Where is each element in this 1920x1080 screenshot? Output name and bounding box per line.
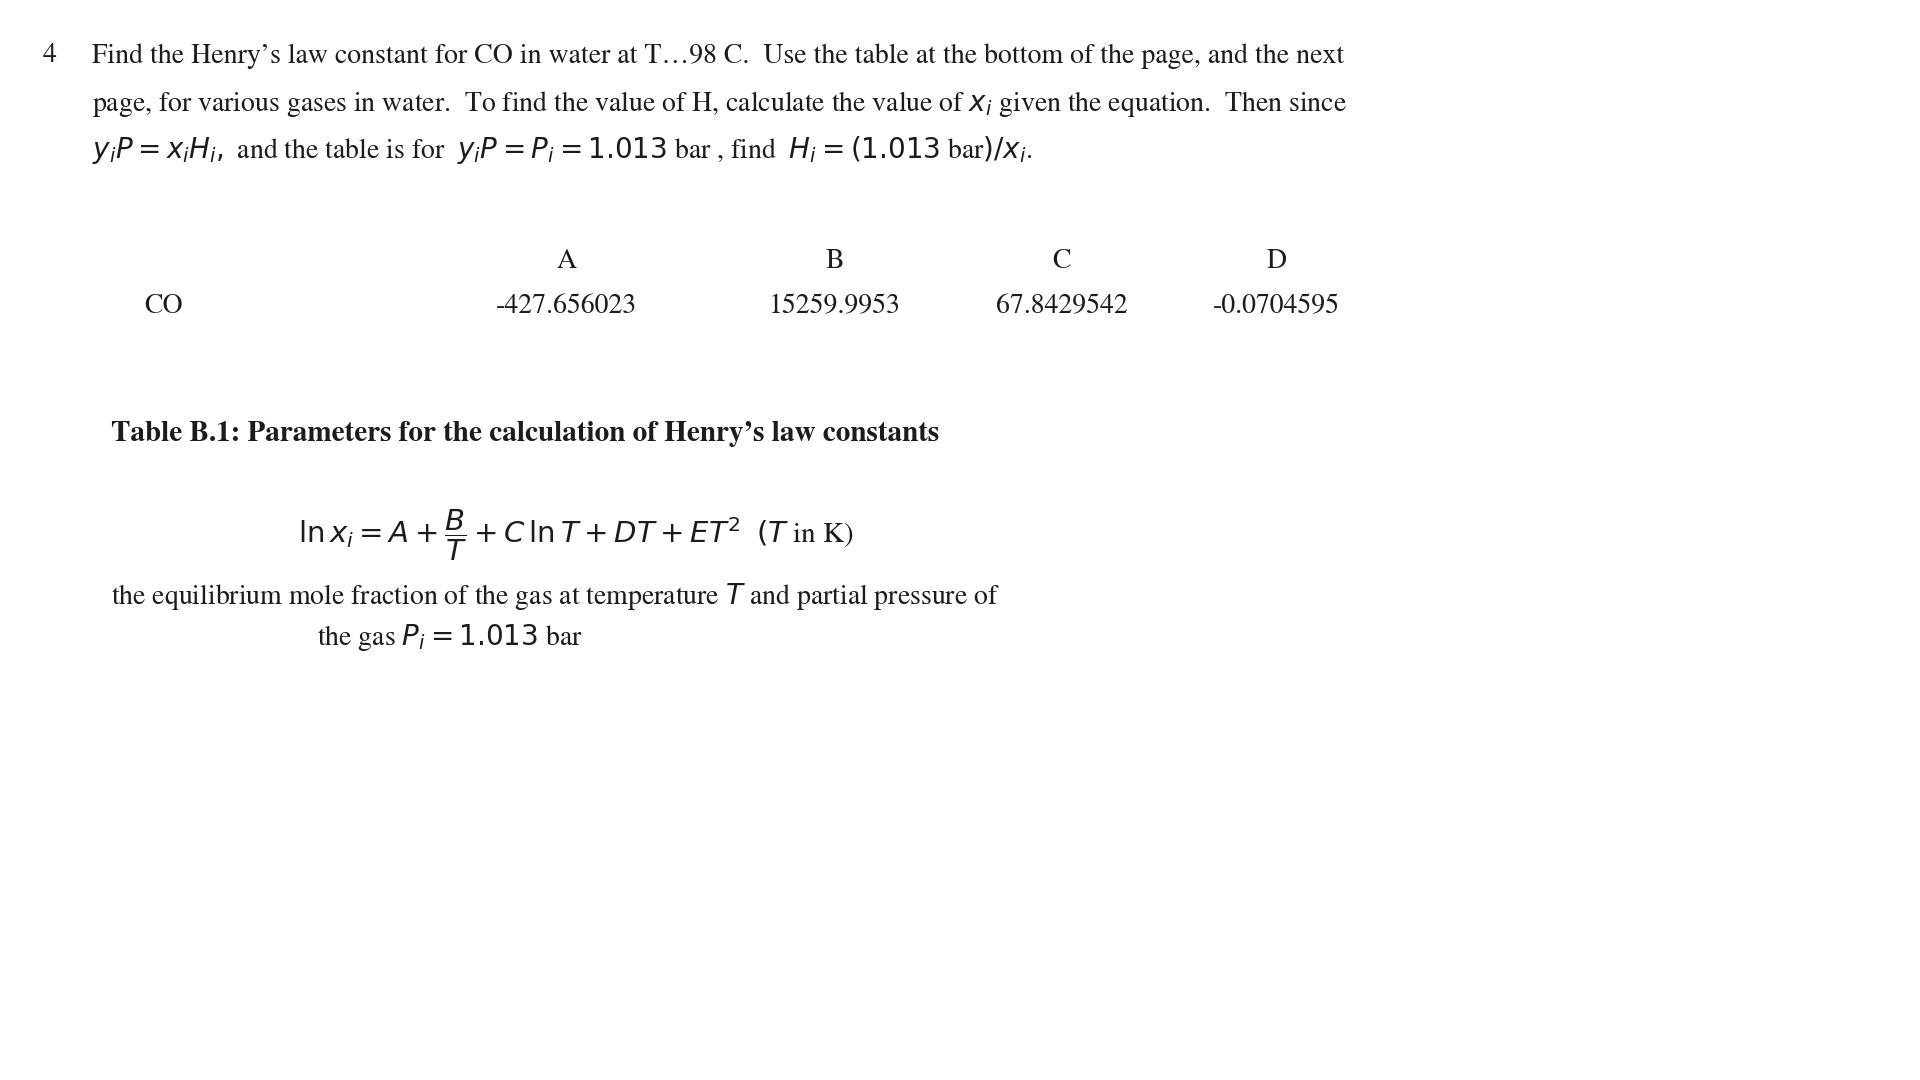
Text: 4: 4 [42, 43, 56, 68]
Text: D: D [1267, 248, 1286, 273]
Text: Table B.1: Parameters for the calculation of Henry’s law constants: Table B.1: Parameters for the calculatio… [111, 421, 939, 447]
Text: the equilibrium mole fraction of the gas at temperature $T$ and partial pressure: the equilibrium mole fraction of the gas… [111, 581, 1000, 612]
Text: $\mathrm{ln}\, x_i = A + \dfrac{B}{T} + C\, \mathrm{ln}\, T + DT + ET^2$  $(T$ i: $\mathrm{ln}\, x_i = A + \dfrac{B}{T} + … [298, 508, 852, 563]
Text: the gas $P_i = 1.013$ bar: the gas $P_i = 1.013$ bar [317, 622, 582, 653]
Text: A: A [557, 248, 576, 273]
Text: CO: CO [144, 294, 182, 319]
Text: Find the Henry’s law constant for CO in water at T…98 C.  Use the table at the b: Find the Henry’s law constant for CO in … [92, 43, 1344, 69]
Text: -0.0704595: -0.0704595 [1213, 294, 1340, 319]
Text: B: B [826, 248, 845, 273]
Text: 15259.9953: 15259.9953 [770, 294, 900, 319]
Text: page, for various gases in water.  To find the value of H, calculate the value o: page, for various gases in water. To fin… [92, 89, 1348, 119]
Text: 67.8429542: 67.8429542 [996, 294, 1127, 319]
Text: C: C [1052, 248, 1071, 273]
Text: $y_iP = x_iH_i,$ and the table is for  $y_iP = P_i = 1.013$ bar , find  $H_i = (: $y_iP = x_iH_i,$ and the table is for $y… [92, 134, 1033, 166]
Text: -427.656023: -427.656023 [495, 294, 637, 319]
